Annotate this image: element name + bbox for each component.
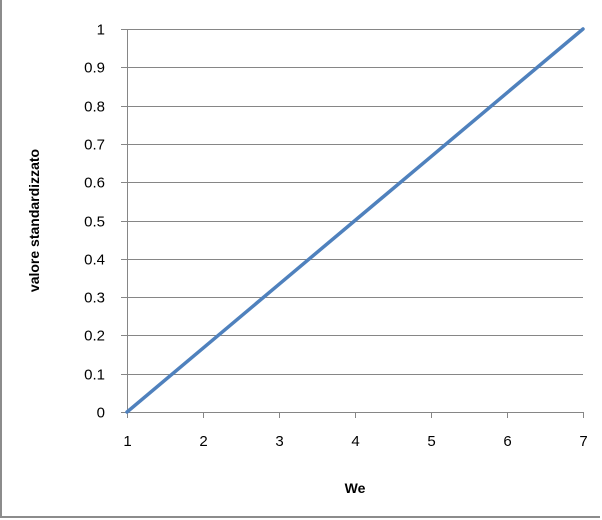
tick-labels: 0 0.1 0.2 0.3 0.4 0.5 0.6 0.7 0.8 0.9 1 1 2 3 4 5 6 7	[84, 22, 588, 451]
x-tick-label: 6	[503, 433, 511, 450]
y-tick-label: 0.7	[84, 137, 105, 154]
y-tick-label: 0.4	[84, 252, 105, 269]
x-tick-label: 2	[199, 433, 207, 450]
x-tick-label: 4	[351, 433, 359, 450]
x-tick-label: 1	[123, 433, 131, 450]
x-tick-label: 3	[275, 433, 283, 450]
y-tick-label: 0	[97, 405, 105, 422]
y-tick-label: 0.5	[84, 214, 105, 231]
y-axis-title: valore standardizzato	[26, 149, 42, 292]
y-tick-label: 0.8	[84, 99, 105, 116]
y-tick-label: 1	[97, 22, 105, 39]
x-axis-title: We	[345, 480, 366, 496]
series-line	[125, 27, 585, 414]
y-tick-label: 0.1	[84, 367, 105, 384]
y-tick-label: 0.3	[84, 290, 105, 307]
grid-lines	[127, 29, 583, 375]
x-tick-label: 7	[579, 433, 587, 450]
axes	[121, 29, 584, 418]
y-tick-label: 0.6	[84, 175, 105, 192]
y-tick-label: 0.2	[84, 328, 105, 345]
y-tick-label: 0.9	[84, 60, 105, 77]
x-tick-label: 5	[427, 433, 435, 450]
series-layer	[125, 27, 585, 414]
